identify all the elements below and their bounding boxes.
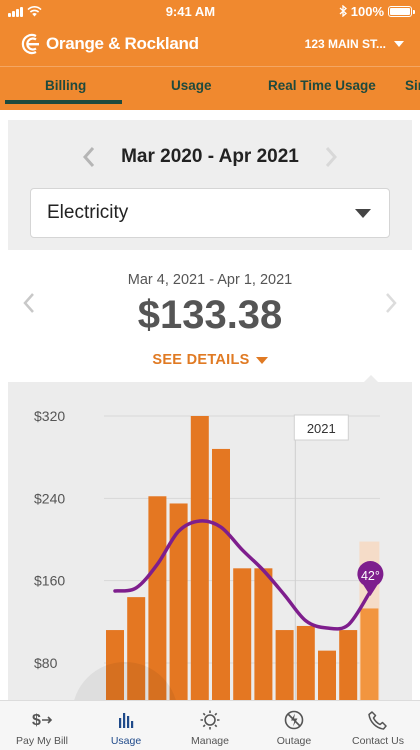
tab-more[interactable]: Sir: [405, 78, 420, 93]
nav-outage[interactable]: Outage: [252, 701, 336, 750]
chevron-right-icon: [386, 293, 397, 313]
see-details-link[interactable]: SEE DETAILS: [0, 352, 420, 368]
brand-name: Orange & Rockland: [46, 34, 199, 53]
bill-amount: $133.38: [137, 293, 283, 337]
bill-date-range: Mar 4, 2021 - Apr 1, 2021: [127, 272, 293, 288]
status-left: [8, 5, 42, 17]
gear-sun-icon: [200, 710, 220, 730]
account-address: 123 MAIN ST...: [304, 37, 386, 51]
period-section: Mar 2020 - Apr 2021 Electricity: [8, 120, 412, 250]
nav-usage[interactable]: Usage: [84, 701, 168, 750]
year-marker-label: 2021: [307, 421, 336, 436]
wifi-icon: [27, 5, 42, 16]
bar: [190, 416, 209, 700]
bar: [318, 650, 336, 700]
tab-billing[interactable]: Billing: [45, 78, 87, 93]
brand-logo-icon: [21, 33, 39, 55]
nav-label-manage: Manage: [191, 735, 229, 747]
year-marker-box: [293, 414, 349, 441]
previous-bill-button[interactable]: [16, 290, 42, 316]
bluetooth-icon: [339, 5, 347, 17]
temperature-line: [113, 519, 372, 631]
status-bar: 9:41 AM 100%: [0, 0, 420, 22]
nav-contact-us[interactable]: Contact Us: [336, 701, 420, 750]
outage-icon: [284, 710, 304, 730]
bar: [233, 568, 252, 700]
nav-label-pay-my-bill: Pay My Bill: [16, 735, 68, 747]
y-tick-label: $80: [34, 655, 58, 671]
usage-bars-icon: [119, 713, 134, 728]
period-label: Mar 2020 - Apr 2021: [121, 146, 299, 167]
battery-icon: [388, 5, 415, 17]
see-details-label: SEE DETAILS: [152, 352, 250, 368]
previous-period-button[interactable]: [76, 144, 102, 170]
battery-percent: 100%: [350, 3, 384, 19]
period-selector: Mar 2020 - Apr 2021: [8, 142, 412, 172]
temperature-badge: [357, 561, 384, 596]
tab-usage[interactable]: Usage: [171, 78, 212, 93]
status-right: 100%: [339, 3, 415, 19]
bar: [169, 503, 188, 700]
app-header-background: [0, 0, 420, 110]
y-tick-label: $320: [34, 408, 65, 424]
bar: [296, 625, 315, 700]
brand-logo: Orange & Rockland: [16, 33, 199, 55]
next-period-button[interactable]: [318, 144, 344, 170]
chevron-left-icon: [82, 147, 95, 167]
y-tick-label: $240: [34, 490, 65, 506]
bar: [360, 608, 379, 700]
chevron-left-icon: [23, 293, 34, 313]
utility-type-select[interactable]: Electricity: [30, 188, 390, 238]
pay-bill-icon: $: [32, 712, 53, 729]
svg-text:$: $: [32, 712, 41, 729]
bar: [127, 597, 146, 700]
nav-label-contact-us: Contact Us: [352, 735, 404, 747]
bar: [106, 630, 124, 700]
bar: [148, 496, 167, 700]
nav-label-outage: Outage: [276, 735, 312, 747]
nav-pay-my-bill[interactable]: $ Pay My Bill: [0, 701, 84, 750]
account-selector[interactable]: 123 MAIN ST...: [305, 37, 404, 51]
bar: [254, 568, 273, 700]
bottom-nav: $ Pay My Bill Usage Manage Outage: [0, 700, 420, 750]
chart-pointer: [361, 375, 381, 385]
bar: [212, 448, 230, 700]
usage-chart-svg: $80 $160 $240 $320 2021 42°: [34, 408, 384, 700]
nav-manage[interactable]: Manage: [168, 701, 252, 750]
section-tabs: Billing Usage Real Time Usage Sir: [0, 66, 420, 106]
usage-chart: $80 $160 $240 $320 2021 42°: [8, 382, 412, 700]
phone-icon: [368, 711, 387, 730]
y-tick-label: $160: [34, 573, 65, 589]
status-time: 9:41 AM: [165, 3, 216, 19]
top-header: Orange & Rockland 123 MAIN ST...: [0, 28, 420, 60]
signal-icon: [8, 6, 23, 17]
dropdown-caret-icon: [355, 208, 371, 218]
temperature-badge-label: 42°: [361, 569, 380, 583]
next-bill-button[interactable]: [378, 290, 404, 316]
bar: [275, 630, 294, 700]
chevron-right-icon: [325, 147, 338, 167]
chevron-down-icon: [394, 41, 404, 47]
utility-type-value: Electricity: [47, 202, 129, 223]
bar: [339, 630, 358, 700]
caret-down-icon: [255, 356, 268, 364]
active-tab-indicator: [5, 100, 122, 104]
tab-real-time-usage[interactable]: Real Time Usage: [268, 78, 376, 93]
nav-label-usage: Usage: [110, 735, 142, 747]
